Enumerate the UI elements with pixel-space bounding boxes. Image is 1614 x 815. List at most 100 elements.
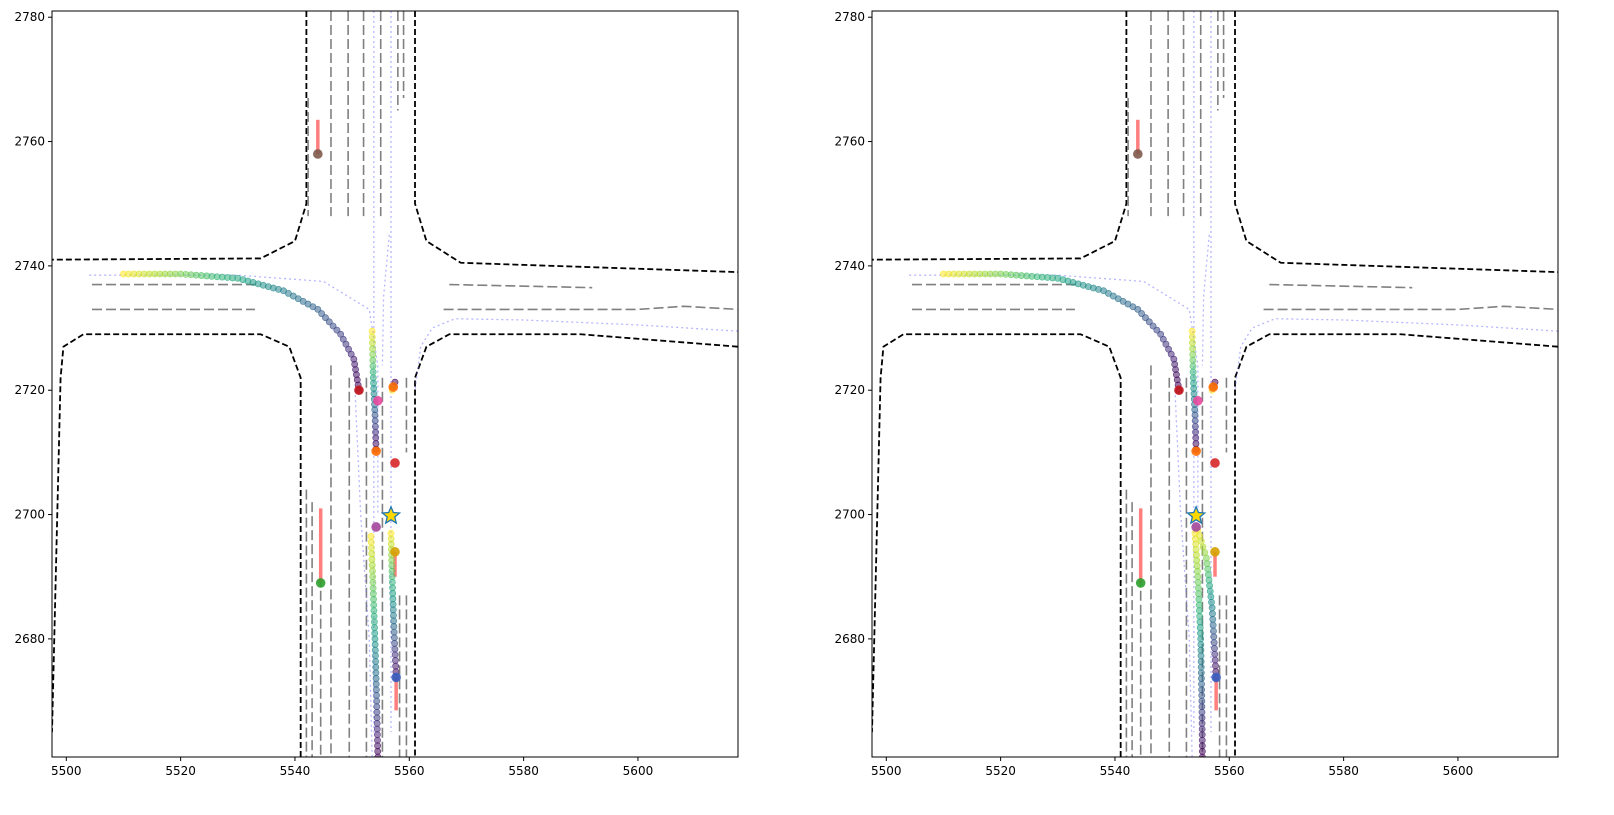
trajectory-point — [1198, 697, 1206, 705]
axes-frame — [51, 10, 739, 758]
agent-marker — [1133, 149, 1143, 159]
trajectory-point — [1201, 549, 1209, 556]
trajectory-point — [390, 623, 398, 630]
trajectory-point — [371, 417, 379, 425]
trajectory-point — [1204, 565, 1212, 573]
agent-marker — [390, 458, 400, 468]
trajectory-point — [1142, 314, 1149, 322]
trajectory-point — [1194, 578, 1202, 586]
trajectory-point — [371, 624, 378, 631]
x-tick-label: 5580 — [508, 764, 539, 778]
trajectory-point — [392, 662, 400, 670]
road-boundary-line — [1234, 333, 1558, 757]
trajectory-point — [369, 345, 376, 353]
trajectory-point — [1197, 537, 1205, 545]
trajectory-point — [1198, 686, 1206, 694]
trajectory-point — [1196, 618, 1204, 626]
agent-marker — [373, 395, 383, 406]
trajectory-point — [371, 423, 379, 430]
trajectory-point — [371, 411, 379, 419]
trajectory-point — [1211, 650, 1219, 658]
trajectory-point — [372, 434, 380, 442]
trajectory-point — [370, 595, 377, 603]
trajectory-point — [391, 651, 399, 659]
lane-centerline — [1201, 234, 1210, 366]
agent-marker — [388, 382, 399, 392]
trajectory-point — [1198, 748, 1206, 755]
trajectory-point — [1212, 662, 1219, 670]
trajectory-point — [1195, 601, 1203, 609]
trajectory-point — [318, 310, 326, 317]
lane-centerline — [1174, 390, 1193, 757]
road-boundary-line — [414, 333, 738, 757]
trajectory-point — [1197, 658, 1205, 665]
y-tick-label: 2720 — [834, 383, 865, 397]
trajectory-point — [325, 318, 333, 326]
trajectory-point — [372, 680, 380, 688]
trajectory-point — [1189, 345, 1196, 353]
y-tick-label: 2700 — [834, 508, 865, 522]
trajectory-point — [369, 567, 376, 575]
x-tick-label: 5520 — [165, 764, 196, 778]
trajectory-point — [369, 368, 377, 376]
trajectory-point — [1203, 560, 1211, 567]
left-panel: 5500 5520 5540 5560 5580 5600 2680 2700 2720 2740… — [14, 10, 739, 778]
trajectory-point — [1205, 576, 1213, 584]
trajectory-point — [1197, 669, 1205, 677]
x-tick-label: 5580 — [1328, 764, 1359, 778]
road-boundary-line — [872, 333, 1122, 757]
trajectory-point — [1198, 736, 1206, 744]
lane-centerline — [1234, 318, 1558, 391]
trajectory-point — [314, 305, 322, 313]
road-boundary-line — [872, 11, 1128, 261]
trajectory-point — [368, 556, 376, 563]
y-tick-label: 2740 — [14, 259, 45, 273]
trajectory-point — [1208, 598, 1215, 606]
lane-centerline — [414, 318, 738, 391]
trajectory-point — [1194, 584, 1202, 592]
trajectory-point — [369, 584, 377, 592]
trajectory-point — [373, 708, 381, 716]
agent-marker — [1208, 382, 1219, 392]
x-tick-label: 5560 — [394, 764, 425, 778]
trajectory-point — [1196, 532, 1203, 540]
agent-marker — [315, 578, 326, 588]
trajectory-point — [1207, 593, 1215, 601]
trajectory-point — [370, 607, 378, 615]
trajectory-point — [1209, 616, 1217, 623]
trajectory-point — [367, 538, 375, 546]
plot-area — [52, 11, 738, 757]
agent-marker — [354, 385, 364, 396]
trajectory-point — [1209, 621, 1217, 629]
trajectory-point — [369, 351, 377, 358]
trajectory-point — [1204, 571, 1212, 579]
lane-centerline — [381, 234, 390, 366]
trajectory-point — [374, 748, 382, 755]
trajectory-point — [367, 532, 375, 540]
agent-marker — [1193, 395, 1203, 406]
trajectory-point — [368, 333, 376, 341]
lane-line — [443, 305, 738, 311]
trajectory-point — [371, 641, 379, 648]
trajectory-point — [1198, 720, 1206, 727]
trajectory-point — [1211, 645, 1218, 652]
trajectory-point — [369, 339, 376, 347]
trajectory-point — [1198, 692, 1206, 699]
trajectory-point — [1197, 663, 1205, 671]
trajectory-point — [1199, 753, 1206, 757]
trajectory-point — [1203, 554, 1210, 562]
agent-marker — [1191, 522, 1201, 532]
y-tick-label: 2760 — [14, 135, 45, 149]
road-boundary-line — [1234, 11, 1558, 273]
trajectory-point — [372, 686, 380, 694]
trajectory-point — [369, 590, 377, 598]
agent-marker — [390, 547, 400, 557]
trajectory-point — [322, 314, 329, 322]
trajectory-point — [372, 658, 380, 665]
trajectory-point — [1197, 652, 1205, 660]
trajectory-point — [370, 618, 378, 626]
x-tick-label: 5600 — [623, 764, 654, 778]
trajectory-point — [1208, 604, 1216, 612]
trajectory-point — [372, 652, 379, 660]
lane-centerline — [354, 390, 373, 757]
